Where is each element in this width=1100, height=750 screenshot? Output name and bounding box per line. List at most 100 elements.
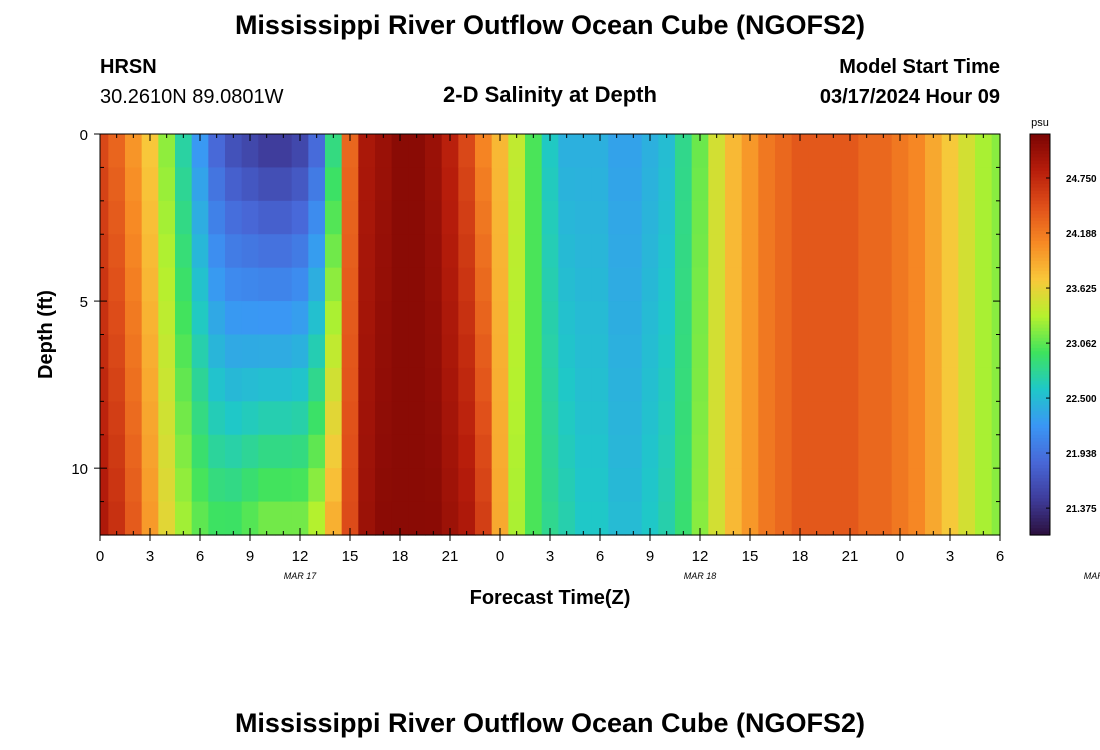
heatmap-cell xyxy=(175,267,193,302)
heatmap-cell xyxy=(100,334,109,369)
heatmap-cell xyxy=(325,167,343,202)
heatmap-cell xyxy=(491,200,509,235)
heatmap-cell xyxy=(658,334,676,369)
heatmap-cell xyxy=(858,267,876,302)
heatmap-cell xyxy=(658,134,676,169)
heatmap-cell xyxy=(525,501,543,536)
heatmap-cell xyxy=(958,434,976,469)
heatmap-cell xyxy=(958,134,976,169)
heatmap-cell xyxy=(258,200,276,235)
heatmap-cell xyxy=(991,367,1001,402)
heatmap-cell xyxy=(258,468,276,503)
heatmap-cell xyxy=(941,167,959,202)
heatmap-cell xyxy=(475,367,493,402)
heatmap-cell xyxy=(225,267,243,302)
heatmap-cell xyxy=(875,401,893,436)
colorbar-segment xyxy=(1030,384,1050,389)
heatmap-cell xyxy=(491,301,509,336)
colorbar-segment xyxy=(1030,194,1050,199)
colorbar-segment xyxy=(1030,220,1050,225)
heatmap-cell xyxy=(891,468,909,503)
heatmap-cell xyxy=(908,267,926,302)
colorbar-segment xyxy=(1030,524,1050,529)
heatmap-cell xyxy=(458,167,476,202)
colorbar-segment xyxy=(1030,404,1050,409)
colorbar-segment xyxy=(1030,397,1050,402)
heatmap-cell xyxy=(858,200,876,235)
heatmap-cell xyxy=(991,234,1001,269)
heatmap-cell xyxy=(141,234,159,269)
heatmap-cell xyxy=(441,134,459,169)
heatmap-cell xyxy=(258,301,276,336)
heatmap-cell xyxy=(525,334,543,369)
colorbar-segment xyxy=(1030,498,1050,503)
heatmap-cell xyxy=(341,434,359,469)
heatmap-cell xyxy=(658,434,676,469)
station-id: HRSN xyxy=(100,56,157,78)
heatmap-cell xyxy=(408,367,426,402)
heatmap-cell xyxy=(641,134,659,169)
heatmap-cell xyxy=(258,434,276,469)
heatmap-cell xyxy=(325,234,343,269)
heatmap-cell xyxy=(541,267,559,302)
heatmap-cell xyxy=(208,267,226,302)
heatmap-cell xyxy=(108,367,126,402)
heatmap-cell xyxy=(308,167,326,202)
heatmap-cell xyxy=(375,301,393,336)
heatmap-cell xyxy=(708,501,726,536)
heatmap-cell xyxy=(741,267,759,302)
y-tick-label: 0 xyxy=(80,127,88,144)
heatmap-cell xyxy=(175,434,193,469)
heatmap-cell xyxy=(958,301,976,336)
heatmap-cell xyxy=(408,401,426,436)
heatmap-cell xyxy=(491,468,509,503)
heatmap-cell xyxy=(275,367,293,402)
heatmap-cell xyxy=(658,200,676,235)
heatmap-cell xyxy=(291,301,309,336)
x-tick-label: 9 xyxy=(246,548,254,565)
colorbar-segment xyxy=(1030,274,1050,279)
heatmap-cell xyxy=(341,267,359,302)
heatmap-cell xyxy=(308,134,326,169)
x-tick-label: 6 xyxy=(596,548,604,565)
heatmap-cell xyxy=(158,401,176,436)
heatmap-cell xyxy=(508,167,526,202)
heatmap-cell xyxy=(458,200,476,235)
heatmap-cell xyxy=(958,367,976,402)
heatmap-cell xyxy=(191,267,209,302)
heatmap-cell xyxy=(308,468,326,503)
heatmap-cell xyxy=(408,234,426,269)
colorbar-segment xyxy=(1030,411,1050,416)
colorbar-segment xyxy=(1030,451,1050,456)
colorbar-segment xyxy=(1030,511,1050,516)
heatmap-cell xyxy=(575,468,593,503)
colorbar-segment xyxy=(1030,147,1050,152)
colorbar-segment xyxy=(1030,391,1050,396)
colorbar-segment xyxy=(1030,317,1050,322)
heatmap-cell xyxy=(425,468,443,503)
colorbar-segment xyxy=(1030,170,1050,175)
heatmap-cell xyxy=(591,134,609,169)
colorbar-segment xyxy=(1030,167,1050,172)
heatmap-cell xyxy=(408,434,426,469)
heatmap-cell xyxy=(808,267,826,302)
heatmap-cell xyxy=(758,468,776,503)
colorbar-segment xyxy=(1030,297,1050,302)
colorbar-segment xyxy=(1030,247,1050,252)
heatmap-cell xyxy=(641,434,659,469)
heatmap-cell xyxy=(308,234,326,269)
heatmap-cell xyxy=(391,234,409,269)
heatmap-cell xyxy=(425,134,443,169)
heatmap-cell xyxy=(275,167,293,202)
colorbar-segment xyxy=(1030,454,1050,459)
heatmap-cell xyxy=(125,200,143,235)
heatmap-cell xyxy=(725,468,743,503)
heatmap-cell xyxy=(541,167,559,202)
heatmap-cell xyxy=(741,167,759,202)
heatmap-cell xyxy=(925,134,943,169)
heatmap-cell xyxy=(541,301,559,336)
x-tick-label: 18 xyxy=(792,548,809,565)
heatmap-cell xyxy=(241,234,259,269)
heatmap-cell xyxy=(875,468,893,503)
heatmap-cell xyxy=(725,434,743,469)
